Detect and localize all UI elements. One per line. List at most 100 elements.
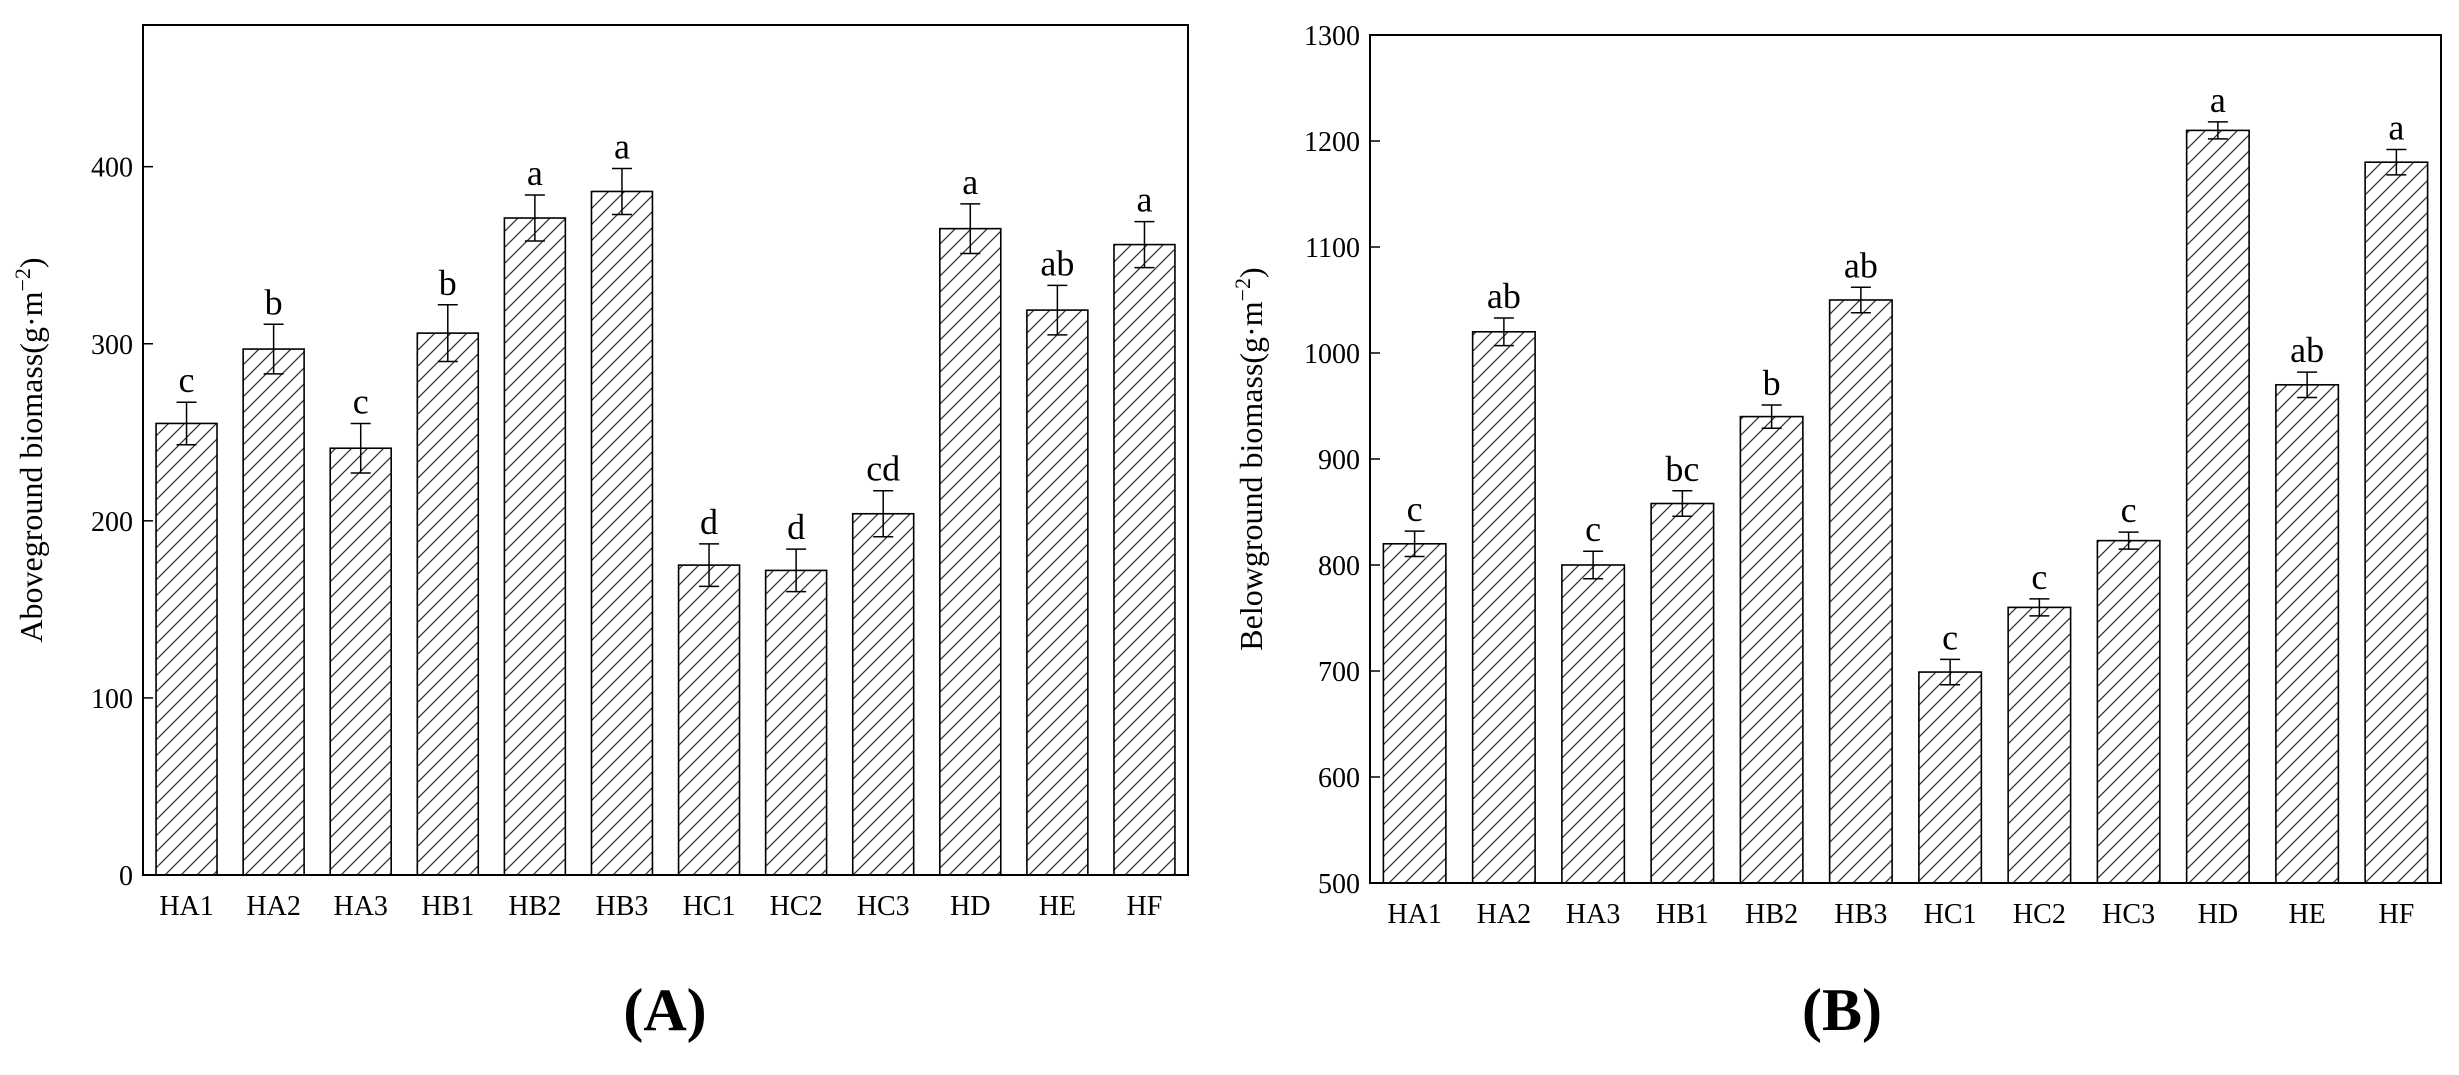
- y-axis-label-main: Belowground biomass(g·m: [1233, 301, 1269, 650]
- chart-panel-b: c HA1 ab HA2 c HA3 bc HB1 b HB2 ab HB3 c HC1 c HC2 c HC3 a…: [1230, 21, 2442, 1043]
- y-axis-label-exponent: −2: [10, 268, 35, 291]
- error-bar-HC1: [1940, 658, 1961, 686]
- error-bar-HC2: [786, 548, 807, 593]
- error-bar-HB3: [1850, 286, 1871, 314]
- error-bar-HC2: [2029, 598, 2050, 617]
- panel-label: (A): [623, 977, 706, 1043]
- x-tick-label: HB3: [596, 891, 649, 922]
- error-bar-HC3: [2118, 531, 2139, 550]
- x-tick-label: HB2: [1745, 899, 1798, 930]
- significance-label: c: [1942, 617, 1958, 657]
- y-tick-label: 300: [91, 330, 133, 361]
- error-bar-HB3: [611, 167, 632, 216]
- x-tick-label: HA1: [159, 891, 213, 922]
- y-tick-label: 1200: [1304, 127, 1360, 158]
- y-axis-label: Aboveground biomass(g·m−2): [10, 257, 49, 642]
- x-tick-label: HA1: [1387, 899, 1441, 930]
- significance-label: ab: [1040, 243, 1074, 283]
- error-bar-HF: [1134, 220, 1155, 269]
- plot-frame: [1369, 34, 2442, 884]
- bar-HC1: [1918, 671, 1983, 884]
- significance-label: a: [527, 153, 543, 193]
- x-tick-label: HA2: [1477, 899, 1531, 930]
- bar-HE: [1026, 309, 1089, 876]
- bar-HF: [1113, 243, 1176, 876]
- y-axis-label-close: ): [13, 257, 49, 268]
- error-bar-HE: [1047, 284, 1068, 336]
- significance-label: a: [1136, 180, 1152, 220]
- bar-HA3: [329, 447, 392, 876]
- significance-label: b: [439, 263, 457, 303]
- bar-HB3: [1828, 299, 1893, 884]
- plot-frame: [142, 24, 1189, 876]
- significance-label: c: [179, 360, 195, 400]
- x-tick-label: HB3: [1834, 899, 1887, 930]
- error-bar-HA2: [263, 323, 284, 375]
- significance-label: d: [700, 502, 718, 542]
- bar-HA2: [242, 348, 305, 876]
- bar-HC1: [677, 564, 741, 876]
- y-tick-label: 400: [91, 153, 133, 184]
- significance-label: cd: [866, 449, 900, 489]
- y-tick-label: 900: [1318, 445, 1360, 476]
- bar-HB1: [416, 332, 480, 876]
- error-bar-HA3: [1583, 550, 1604, 580]
- x-tick-label: HE: [2288, 899, 2325, 930]
- x-tick-label: HA2: [246, 891, 300, 922]
- x-tick-label: HD: [950, 891, 990, 922]
- significance-label: a: [2210, 80, 2226, 120]
- bar-HC2: [764, 569, 828, 876]
- significance-label: c: [1407, 489, 1423, 529]
- panel-label: (B): [1802, 977, 1882, 1043]
- bar-HB1: [1650, 502, 1715, 884]
- error-bar-HA1: [176, 401, 197, 446]
- significance-label: ab: [2290, 330, 2324, 370]
- error-bar-HC1: [699, 543, 720, 588]
- chart-panel-a: c HA1 b HA2 c HA3 b HB1 a HB2 a HB3 d HC1 d HC2 cd HC3 a HD…: [10, 24, 1189, 1043]
- error-bar-HA3: [350, 422, 371, 474]
- bar-HB2: [1739, 415, 1804, 884]
- x-tick-label: HC2: [2013, 899, 2066, 930]
- error-bar-HD: [960, 203, 981, 255]
- y-axis-label-exponent: −2: [1230, 278, 1255, 301]
- bar-HA1: [1382, 542, 1447, 884]
- x-tick-label: HC3: [857, 891, 910, 922]
- x-tick-label: HC2: [770, 891, 823, 922]
- y-tick-label: 1000: [1304, 339, 1360, 370]
- y-tick-label: 100: [91, 684, 133, 715]
- y-tick-label: 600: [1318, 763, 1360, 794]
- y-tick-label: 1100: [1305, 233, 1360, 264]
- significance-label: c: [2031, 557, 2047, 597]
- y-tick-label: 500: [1318, 869, 1360, 900]
- significance-label: b: [1763, 363, 1781, 403]
- significance-label: ab: [1844, 245, 1878, 285]
- significance-label: c: [1585, 509, 1601, 549]
- significance-label: bc: [1665, 449, 1699, 489]
- error-bar-HB2: [1761, 404, 1782, 430]
- y-tick-label: 200: [91, 507, 133, 538]
- x-tick-label: HF: [2378, 899, 2414, 930]
- x-tick-label: HB1: [1656, 899, 1709, 930]
- x-tick-label: HC1: [1924, 899, 1977, 930]
- error-bar-HB2: [524, 194, 545, 242]
- bar-HA3: [1561, 564, 1626, 884]
- error-bar-HE: [2297, 371, 2318, 399]
- bar-HA1: [155, 422, 218, 876]
- x-tick-label: HB1: [421, 891, 474, 922]
- error-bar-HC3: [873, 489, 894, 538]
- x-tick-label: HB2: [508, 891, 561, 922]
- y-tick-label: 700: [1318, 657, 1360, 688]
- y-tick-label: 1300: [1304, 21, 1360, 52]
- y-tick-label: 800: [1318, 551, 1360, 582]
- significance-label: c: [353, 381, 369, 421]
- y-axis-label: Belowground biomass(g·m−2): [1230, 267, 1269, 650]
- x-tick-label: HC1: [683, 891, 736, 922]
- bar-HB3: [590, 190, 654, 876]
- bar-HC2: [2007, 606, 2072, 884]
- bar-HB2: [503, 217, 567, 876]
- x-tick-label: HA3: [333, 891, 387, 922]
- error-bar-HB1: [437, 304, 458, 363]
- y-axis-label-main: Aboveground biomass(g·m: [13, 291, 49, 642]
- x-tick-label: HE: [1039, 891, 1076, 922]
